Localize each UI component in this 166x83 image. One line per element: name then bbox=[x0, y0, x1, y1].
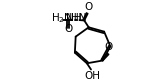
Text: H$_2$N: H$_2$N bbox=[51, 11, 73, 25]
Text: O: O bbox=[84, 2, 92, 12]
Text: O: O bbox=[105, 42, 113, 52]
Text: HN: HN bbox=[71, 13, 86, 23]
Text: O: O bbox=[65, 24, 73, 34]
Text: NH: NH bbox=[66, 13, 81, 23]
Text: OH: OH bbox=[84, 71, 100, 81]
